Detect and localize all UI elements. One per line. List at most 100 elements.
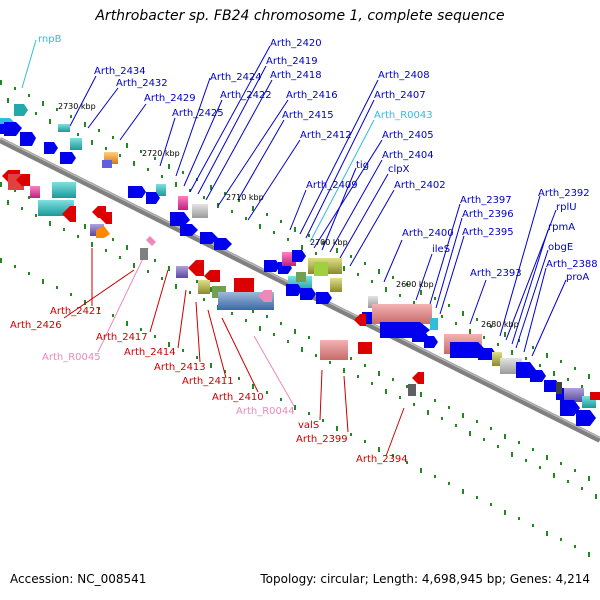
tick-dot <box>378 269 380 274</box>
tick-dot <box>378 371 380 376</box>
tick-dot <box>84 122 86 127</box>
tick-dot <box>350 255 352 258</box>
gene-arrow <box>170 212 190 226</box>
gene-arrow <box>560 400 580 416</box>
tick-dot <box>434 475 436 478</box>
tick-dot <box>140 328 142 331</box>
gene-label: Arth_2399 <box>296 434 348 445</box>
gene-arrow <box>530 370 546 382</box>
tick-dot <box>378 447 380 452</box>
gene-arrow <box>62 206 76 222</box>
gene-arrow <box>128 186 146 198</box>
gene-label: Arth_2404 <box>382 150 434 161</box>
tick-dot <box>28 272 30 275</box>
tick-dot <box>455 322 457 325</box>
tick-dot <box>343 368 345 373</box>
tick-dot <box>399 396 401 399</box>
tick-dot <box>350 357 352 360</box>
tick-dot <box>357 375 359 378</box>
gene-arrow <box>146 192 160 204</box>
tick-dot <box>385 389 387 394</box>
tick-dot <box>21 207 23 210</box>
gene-arrow <box>204 270 220 282</box>
tick-dot <box>280 322 282 325</box>
tick-dot <box>462 489 464 494</box>
tick-dot <box>567 378 569 381</box>
tick-dot <box>56 108 58 111</box>
tick-dot <box>238 377 240 380</box>
tick-dot <box>392 378 394 381</box>
leader-lines <box>21 39 567 457</box>
tick-dot <box>413 403 415 406</box>
gene-arrow <box>16 174 30 186</box>
scale-labels: 2730 kbp 2720 kbp 2710 kbp 2700 kbp 2690… <box>58 102 519 329</box>
scale-label: 2720 kbp <box>142 149 180 158</box>
tick-dot <box>126 321 128 326</box>
tick-dot <box>154 335 156 338</box>
tick-dot <box>448 304 450 307</box>
tick-dot <box>497 343 499 346</box>
gene-label: Arth_2407 <box>374 90 426 101</box>
tick-dot <box>245 319 247 322</box>
tick-dot <box>322 419 324 422</box>
gene-box <box>372 304 432 324</box>
tick-dot <box>119 256 121 259</box>
tick-dot <box>315 252 317 255</box>
gene-label: valS <box>298 420 319 431</box>
gene-arrow <box>100 212 112 224</box>
tick-dot <box>203 298 205 301</box>
gene-arrow <box>200 232 218 244</box>
tick-dot <box>7 98 9 103</box>
gene-arrow <box>316 292 332 304</box>
tick-dot <box>434 297 436 300</box>
tick-dot <box>84 224 86 229</box>
tick-dot <box>154 259 156 262</box>
tick-dot <box>448 406 450 409</box>
gene-label: tig <box>356 160 369 171</box>
gene-label: proA <box>566 272 589 283</box>
tick-dot <box>42 279 44 284</box>
tick-dot <box>28 196 30 199</box>
tick-dot <box>511 452 513 457</box>
gene-arrow <box>20 132 36 146</box>
tick-dot <box>168 342 170 347</box>
tick-dot <box>266 213 268 216</box>
tick-dot <box>322 241 324 244</box>
gene-box <box>430 318 438 330</box>
tick-dot <box>392 454 394 457</box>
gene-label: Arth_2388 <box>546 259 598 270</box>
tick-dot <box>560 462 562 465</box>
gene-label: Arth_2418 <box>270 70 322 81</box>
gene-label: Arth_R0045 <box>42 352 101 363</box>
gene-box <box>314 262 328 276</box>
forward-gene-labels: rnpB Arth_2434 Arth_2432 Arth_2429 Arth_… <box>38 34 598 283</box>
gene-label: Arth_2429 <box>144 93 196 104</box>
tick-dot <box>490 427 492 430</box>
gene-label: Arth_2420 <box>270 38 322 49</box>
scale-label: 2680 kbp <box>481 320 519 329</box>
tick-dot <box>315 354 317 357</box>
map-title: Arthrobacter sp. FB24 chromosome 1, comp… <box>95 8 505 24</box>
tick-dot <box>28 94 30 97</box>
gene-box <box>192 204 208 218</box>
tick-dot <box>35 112 37 115</box>
tick-dot <box>371 280 373 283</box>
gene-arrow <box>292 250 306 262</box>
gene-label: Arth_2402 <box>394 180 446 191</box>
gene-arrow <box>300 288 316 300</box>
reverse-gene-labels: Arth_2421 Arth_2426 Arth_R0045 Arth_2417… <box>10 306 408 465</box>
tick-dot <box>532 448 534 451</box>
gene-arrow <box>146 236 156 246</box>
gene-label: Arth_2400 <box>402 228 454 239</box>
tick-dot <box>189 189 191 192</box>
tick-dot <box>35 214 37 217</box>
tick-dot <box>133 161 135 166</box>
tick-dot <box>518 517 520 520</box>
tick-dot <box>42 101 44 106</box>
gene-label: Arth_2397 <box>460 195 512 206</box>
tick-dot <box>462 413 464 418</box>
tick-dot <box>588 476 590 481</box>
tick-dot <box>0 80 2 85</box>
gene-arrow <box>188 260 204 276</box>
